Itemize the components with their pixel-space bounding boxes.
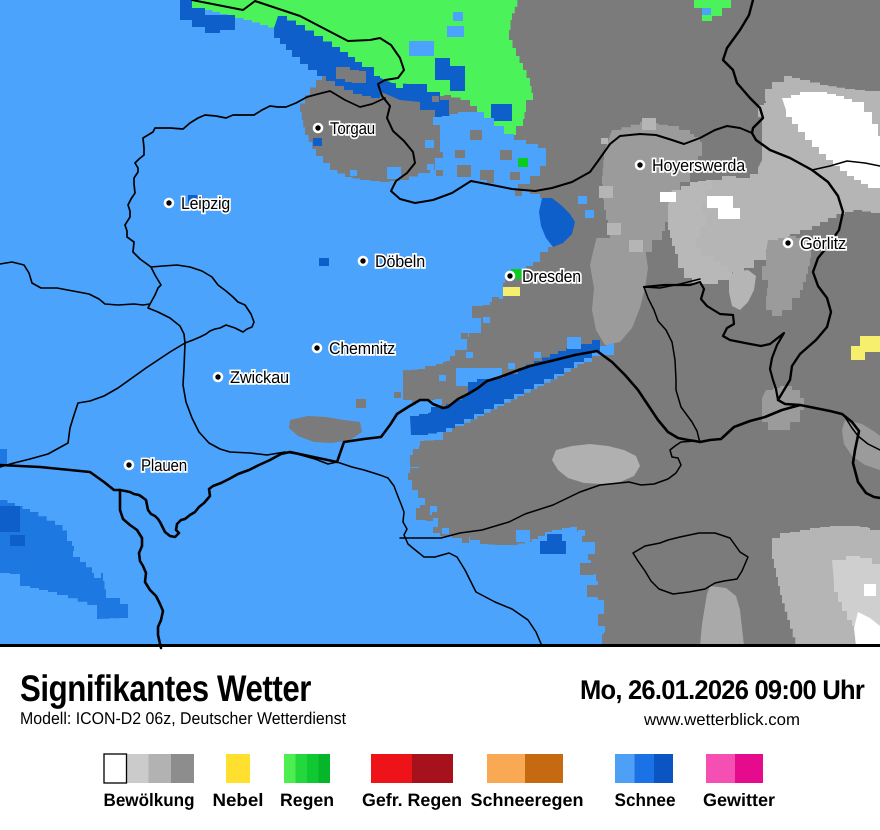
svg-text:Döbeln: Döbeln [375, 252, 425, 271]
svg-text:Chemnitz: Chemnitz [329, 339, 395, 358]
svg-text:Bewölkung: Bewölkung [104, 790, 195, 810]
svg-text:Gefr. Regen: Gefr. Regen [362, 790, 462, 810]
svg-text:Hoyerswerda: Hoyerswerda [652, 156, 746, 175]
svg-text:Signifikantes Wetter: Signifikantes Wetter [20, 668, 311, 709]
svg-text:Leipzig: Leipzig [181, 194, 230, 213]
svg-text:Torgau: Torgau [330, 119, 375, 138]
svg-text:Plauen: Plauen [141, 456, 187, 475]
svg-text:Mo, 26.01.2026 09:00 Uhr: Mo, 26.01.2026 09:00 Uhr [580, 675, 865, 705]
svg-text:Schnee: Schnee [615, 790, 676, 810]
svg-text:Nebel: Nebel [213, 790, 264, 810]
svg-text:Gewitter: Gewitter [703, 790, 775, 810]
svg-text:Zwickau: Zwickau [230, 368, 289, 387]
svg-text:Modell: ICON-D2 06z, Deutscher: Modell: ICON-D2 06z, Deutscher Wetterdie… [20, 709, 346, 728]
svg-text:Regen: Regen [280, 790, 334, 810]
svg-text:Görlitz: Görlitz [800, 234, 846, 253]
svg-text:Schneeregen: Schneeregen [471, 790, 584, 810]
svg-text:Dresden: Dresden [522, 267, 581, 286]
svg-text:www.wetterblick.com: www.wetterblick.com [643, 711, 800, 729]
